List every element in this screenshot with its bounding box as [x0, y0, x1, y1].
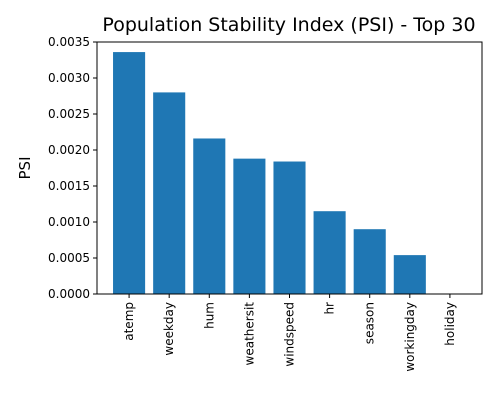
x-axis-ticks: atemp weekday hum weathersit windspeed hr seas… [122, 294, 457, 372]
x-tick-label-workingday: workingday [403, 302, 417, 372]
bar-hr [314, 211, 346, 294]
y-tick-label: 0.0015 [48, 179, 90, 193]
bar-hum [193, 138, 225, 294]
y-tick-label: 0.0025 [48, 107, 90, 121]
x-tick-label-holiday: holiday [443, 302, 457, 346]
y-tick-label: 0.0010 [48, 215, 90, 229]
bar-workingday [394, 255, 426, 294]
x-tick-label-atemp: atemp [122, 302, 136, 341]
bar-weekday [153, 92, 185, 294]
y-axis-ticks: 0.0000 0.0005 0.0010 0.0015 0.0020 0.0025 0.00… [48, 35, 97, 301]
x-tick-label-hum: hum [202, 302, 216, 329]
bar-weathersit [233, 159, 265, 294]
bar-windspeed [273, 162, 305, 294]
y-tick-label: 0.0000 [48, 287, 90, 301]
y-tick-label: 0.0020 [48, 143, 90, 157]
y-tick-label: 0.0035 [48, 35, 90, 49]
x-tick-label-season: season [363, 302, 377, 344]
x-tick-label-hr: hr [323, 302, 337, 315]
x-tick-label-weathersit: weathersit [242, 302, 256, 366]
y-tick-label: 0.0030 [48, 71, 90, 85]
bar-atemp [113, 52, 145, 294]
y-tick-label: 0.0005 [48, 251, 90, 265]
x-tick-label-weekday: weekday [162, 302, 176, 356]
y-axis-label: PSI [16, 157, 34, 180]
chart-title: Population Stability Index (PSI) - Top 3… [102, 14, 475, 36]
x-tick-label-windspeed: windspeed [283, 302, 297, 367]
bar-season [354, 229, 386, 294]
bars-layer [113, 52, 426, 294]
